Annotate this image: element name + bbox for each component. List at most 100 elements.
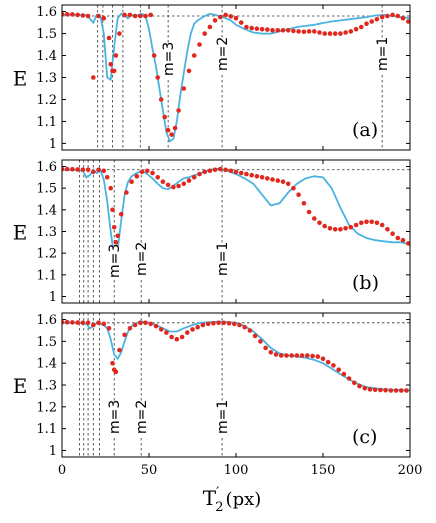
data-point <box>111 224 117 230</box>
data-point <box>185 330 190 335</box>
mode-label: m=1 <box>215 242 231 276</box>
theory-curve <box>62 167 410 261</box>
data-point <box>80 13 86 18</box>
data-point <box>284 353 289 358</box>
data-point <box>393 388 399 393</box>
data-point <box>139 169 145 175</box>
data-point <box>64 319 70 325</box>
data-point <box>148 321 153 327</box>
panel-3: 1 1.1 1.2 1.3 1.4 1.5 1.6 E (c) m=3 m=2 m=1 <box>13 312 411 459</box>
data-point <box>383 387 388 393</box>
mode-label-bg <box>214 244 231 278</box>
data-point <box>101 15 107 21</box>
data-point <box>205 321 211 327</box>
data-point <box>378 387 383 393</box>
data-point <box>400 15 406 21</box>
data-point <box>110 207 115 213</box>
data-point <box>75 12 80 18</box>
mode-label-bg <box>160 44 177 78</box>
data-point <box>165 127 171 133</box>
data-point <box>270 28 275 33</box>
data-point <box>352 380 357 386</box>
x-axis-label-unit: (px) <box>226 489 262 510</box>
data-point <box>258 339 263 344</box>
mode-label: m=2 <box>134 242 150 276</box>
data-point <box>320 356 326 362</box>
data-point <box>395 235 401 241</box>
data-point <box>70 167 75 172</box>
y-tick-label: 1.4 <box>36 203 57 218</box>
data-point <box>317 30 322 35</box>
data-point <box>75 320 80 325</box>
data-point <box>325 359 331 365</box>
data-point <box>62 319 65 325</box>
data-point <box>172 125 178 131</box>
data-point <box>265 27 270 32</box>
data-point <box>357 383 362 389</box>
x-tick-label: 50 <box>141 463 158 478</box>
data-point <box>291 28 296 34</box>
y-tick-label: 1.5 <box>36 335 57 350</box>
data-point <box>374 220 380 226</box>
data-point <box>148 12 153 18</box>
data-point <box>348 29 354 34</box>
data-point <box>181 86 187 91</box>
data-point <box>312 29 317 34</box>
mode-label: m=1 <box>215 400 231 434</box>
data-point <box>134 174 140 179</box>
data-point <box>145 168 150 174</box>
data-point <box>138 320 143 326</box>
data-point <box>174 336 180 342</box>
y-tick-label: 1.2 <box>36 93 57 108</box>
data-point <box>296 192 301 197</box>
y-tick-label: 1 <box>49 290 57 305</box>
data-point <box>122 12 127 18</box>
x-tick-label: 0 <box>58 463 66 478</box>
data-point <box>117 347 122 353</box>
data-point <box>186 68 192 74</box>
panel-label: (c) <box>352 426 377 448</box>
data-point <box>197 171 202 177</box>
data-point <box>80 320 86 326</box>
data-point <box>385 227 390 232</box>
panel-2: 1 1.1 1.2 1.3 1.4 1.5 1.6 E (b) m=3 m=2 m=1 <box>13 159 411 305</box>
data-point <box>249 25 254 31</box>
panel-label: (b) <box>352 272 379 294</box>
data-point <box>207 168 213 174</box>
data-point <box>353 26 359 32</box>
data-point <box>280 28 286 33</box>
data-point <box>176 183 181 189</box>
mode-label: m=3 <box>107 400 123 434</box>
data-point <box>348 224 354 230</box>
y-tick-label: 1.6 <box>36 313 57 328</box>
data-point <box>306 209 312 215</box>
mode-label: m=1 <box>375 37 391 71</box>
data-point <box>212 18 218 23</box>
data-point <box>228 168 234 174</box>
data-point <box>244 171 249 177</box>
data-point <box>238 20 244 25</box>
y-tick-label: 1.3 <box>36 379 57 394</box>
data-point <box>233 169 239 175</box>
data-point <box>62 11 65 17</box>
data-point <box>278 353 284 358</box>
data-point <box>327 226 333 231</box>
data-point <box>259 26 265 32</box>
data-point <box>70 12 75 17</box>
data-point <box>238 170 244 176</box>
data-point <box>118 211 124 217</box>
data-point <box>169 132 174 137</box>
data-point <box>270 177 275 182</box>
data-point <box>132 13 138 19</box>
data-point <box>247 328 253 333</box>
data-point <box>252 333 258 339</box>
data-point <box>127 12 133 18</box>
data-point <box>91 322 96 328</box>
data-point <box>122 332 127 338</box>
data-point <box>296 29 301 34</box>
data-point <box>91 75 96 80</box>
data-point <box>265 176 270 181</box>
y-tick-label: 1.2 <box>36 247 57 262</box>
mode-label-bg <box>106 402 123 436</box>
data-point <box>359 24 364 30</box>
